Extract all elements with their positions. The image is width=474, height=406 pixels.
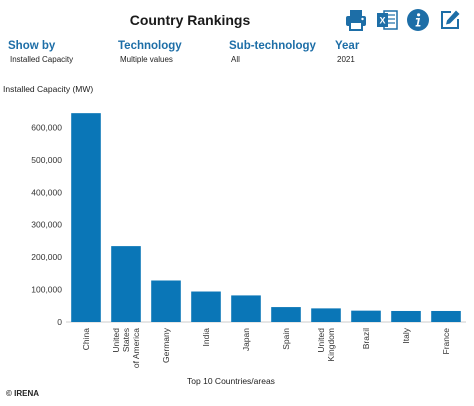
bar[interactable]: [391, 310, 421, 322]
filter-sub-technology[interactable]: Sub-technology All: [229, 40, 316, 65]
y-tick-label: 600,000: [31, 122, 62, 132]
y-tick-label: 300,000: [31, 220, 62, 230]
edit-icon[interactable]: [438, 8, 462, 32]
y-tick-label: 400,000: [31, 187, 62, 197]
excel-icon[interactable]: X: [375, 8, 399, 32]
y-tick-label: 500,000: [31, 155, 62, 165]
filter-label: Show by: [8, 40, 56, 52]
bar[interactable]: [111, 246, 141, 322]
bar[interactable]: [191, 291, 221, 322]
filter-label: Sub-technology: [229, 40, 316, 52]
filter-value[interactable]: Multiple values: [120, 55, 173, 64]
x-tick-label: Germany: [161, 327, 171, 363]
filter-bar: Show by Installed Capacity Technology Mu…: [0, 40, 474, 64]
x-tick-label: Kingdom: [326, 328, 336, 362]
x-tick-label: United: [111, 328, 121, 353]
bar[interactable]: [311, 308, 341, 322]
bar[interactable]: [271, 307, 301, 322]
filter-value[interactable]: Installed Capacity: [10, 55, 74, 64]
x-tick-label: of America: [131, 328, 141, 368]
printer-icon[interactable]: [344, 8, 368, 32]
y-tick-label: 0: [57, 317, 62, 327]
x-tick-label: France: [441, 328, 451, 355]
filter-value[interactable]: 2021: [337, 55, 355, 64]
x-axis-title: Top 10 Countries/areas: [187, 376, 275, 386]
filter-value[interactable]: All: [231, 55, 240, 64]
y-axis-title: Installed Capacity (MW): [3, 84, 94, 94]
bar[interactable]: [431, 310, 461, 322]
bar[interactable]: [351, 310, 381, 322]
svg-text:X: X: [379, 16, 385, 26]
x-tick-label: Italy: [401, 327, 411, 343]
info-icon[interactable]: [406, 8, 430, 32]
x-tick-label: United: [316, 328, 326, 353]
bar[interactable]: [231, 295, 261, 322]
x-tick-label: Spain: [281, 328, 291, 350]
x-tick-label: Brazil: [361, 328, 371, 349]
page-title: Country Rankings: [129, 12, 251, 28]
x-tick-label: Japan: [241, 328, 251, 351]
copyright-label: © IRENA: [6, 389, 40, 398]
filter-label: Technology: [118, 40, 182, 52]
bar[interactable]: [71, 113, 101, 322]
y-tick-label: 200,000: [31, 252, 62, 262]
y-tick-label: 100,000: [31, 285, 62, 295]
x-tick-label: India: [201, 328, 211, 347]
filter-label: Year: [335, 40, 360, 52]
filter-technology[interactable]: Technology Multiple values: [118, 40, 182, 65]
filter-year[interactable]: Year 2021: [335, 40, 359, 65]
x-tick-label: China: [81, 328, 91, 350]
bar[interactable]: [151, 280, 181, 322]
filter-show-by[interactable]: Show by Installed Capacity: [8, 40, 73, 65]
x-tick-label: States: [121, 328, 131, 352]
